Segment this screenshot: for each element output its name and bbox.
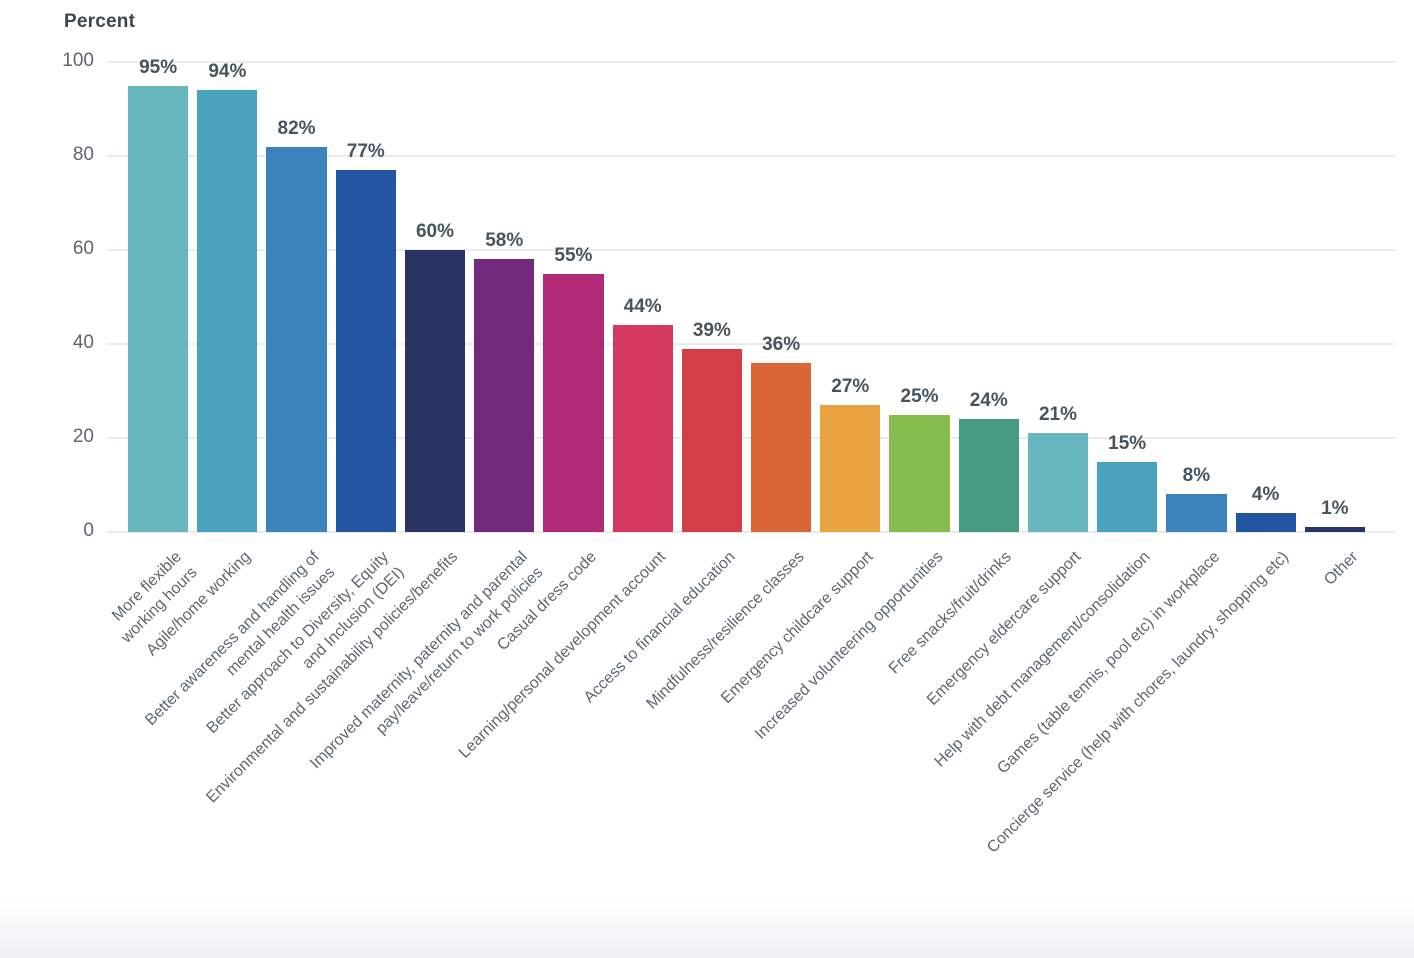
bar <box>1235 513 1296 532</box>
bar <box>266 146 327 532</box>
bar <box>335 170 396 532</box>
bar <box>820 405 881 532</box>
bar-value-label: 82% <box>277 117 316 139</box>
gridline <box>106 155 1396 157</box>
bar <box>889 414 950 532</box>
bar-group: 82% Better awareness and handling of menta… <box>142 62 338 729</box>
x-axis-label: More flexible working hours <box>101 547 203 649</box>
bar-value-label: 77% <box>346 141 385 163</box>
bar <box>543 273 604 532</box>
x-axis-label: Other <box>1320 547 1364 591</box>
bar-group: 21% Emergency eldercare support <box>924 62 1089 709</box>
y-axis-title: Percent <box>64 11 136 32</box>
bar-value-label: 27% <box>831 376 870 398</box>
bar-group: 44% Learning/personal development account <box>456 62 673 762</box>
bar <box>1097 461 1158 532</box>
gridline <box>106 531 1396 533</box>
bar <box>474 259 535 532</box>
y-axis-tick-label: 60 <box>72 238 94 259</box>
bar-value-label: 94% <box>208 61 247 83</box>
gridline <box>106 249 1396 251</box>
y-axis-tick-label: 80 <box>72 144 94 165</box>
bar-value-label: 24% <box>969 390 1008 412</box>
bar-value-label: 95% <box>139 56 178 78</box>
bar <box>197 90 258 532</box>
bar <box>128 85 189 532</box>
footer-fade <box>0 900 1414 958</box>
bar-value-label: 4% <box>1251 484 1280 506</box>
bar-value-label: 58% <box>485 230 524 252</box>
bar-group: 4% Concierge service (help with chores, l… <box>984 62 1296 856</box>
x-axis-label-line: Other <box>1320 548 1362 589</box>
x-axis-label: Free snacks/fruit/drinks <box>885 547 1018 680</box>
bar <box>612 325 673 532</box>
bar-group: 94% Agile/home working <box>143 61 258 659</box>
y-axis-tick-label: 0 <box>83 520 94 541</box>
bar <box>958 419 1019 532</box>
bar-value-label: 60% <box>415 221 454 242</box>
bar-group: 77% Better approach to Diversity, Equity a… <box>204 62 408 737</box>
x-axis-label-line: Free snacks/fruit/drinks <box>886 548 1016 678</box>
y-axis-tick-label: 100 <box>62 50 94 71</box>
bar <box>750 362 812 532</box>
bar-value-label: 36% <box>762 333 801 355</box>
bar-group: 39% Access to financial education <box>580 62 742 706</box>
bar-group: 1% Other <box>1304 62 1365 589</box>
bar <box>404 250 466 532</box>
bar-value-label: 44% <box>623 296 662 318</box>
bar <box>1304 527 1365 532</box>
bar-value-label: 15% <box>1108 432 1147 454</box>
bar-group: 15% Help with debt management/consolidati… <box>932 62 1158 771</box>
y-axis-tick-label: 40 <box>72 332 94 353</box>
bar-value-label: 55% <box>554 244 593 266</box>
bar-group: 27% Emergency childcare support <box>718 62 881 707</box>
gridline <box>106 61 1396 63</box>
y-axis-tick-label: 20 <box>72 426 94 447</box>
plot-area: 95% More flexible working hours 94% Agile/ho… <box>62 50 1396 856</box>
bar-group: 95% More flexible working hours <box>108 57 200 647</box>
bar <box>1027 433 1089 532</box>
bar-value-label: 39% <box>692 319 731 341</box>
bar-group: 24% Free snacks/fruit/drinks <box>886 62 1019 677</box>
bar-value-label: 8% <box>1182 465 1211 487</box>
bar-group: 36% Mindfulness/resilience classes <box>643 62 812 713</box>
bar-value-label: 1% <box>1321 498 1349 520</box>
bar-group: 25% Increased volunteering opportunities <box>752 62 950 743</box>
bar-value-label: 21% <box>1038 404 1077 426</box>
bar-group: 60% Environmental and sustainability poli… <box>204 62 466 806</box>
bar-group: 55% Casual dress code <box>494 62 604 654</box>
bars: 95% More flexible working hours 94% Agile/ho… <box>108 57 1365 856</box>
bar-value-label: 25% <box>900 385 939 407</box>
gridline <box>106 343 1396 345</box>
bar <box>1166 494 1227 532</box>
bar-group: 8% Games (table tennis, pool etc) in work… <box>994 62 1227 777</box>
bar <box>681 348 742 532</box>
bar-group: 58% Improved maternity, paternity and par… <box>307 62 546 772</box>
